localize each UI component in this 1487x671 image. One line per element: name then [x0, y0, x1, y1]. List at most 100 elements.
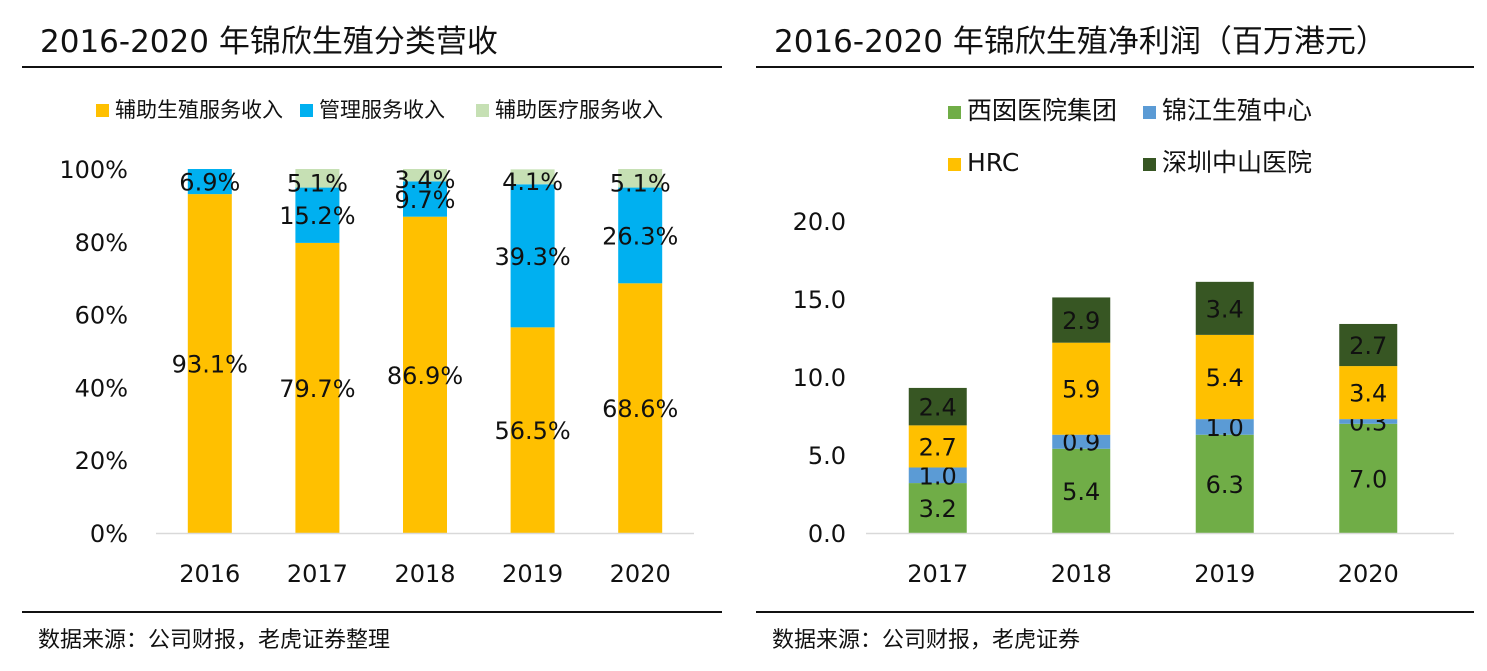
- y-tick-label: 20%: [75, 447, 128, 475]
- bar-segment: [908, 467, 967, 484]
- bar-segment: [187, 194, 232, 533]
- data-label: 56.5%: [494, 417, 570, 445]
- x-tick-label: 2017: [907, 560, 968, 588]
- data-label: 3.2: [919, 495, 957, 523]
- bar-segment: [295, 242, 340, 533]
- y-tick-label: 80%: [75, 229, 128, 257]
- bar-segment: [1195, 334, 1254, 420]
- bar-segment: [295, 187, 340, 243]
- y-tick-label: 20.0: [793, 208, 846, 236]
- y-tick-label: 60%: [75, 302, 128, 330]
- data-label: 79.7%: [279, 375, 355, 403]
- data-label: 2.4: [919, 394, 957, 422]
- data-label: 68.6%: [602, 395, 678, 423]
- data-label: 3.4: [1349, 380, 1387, 408]
- bar-segment: [618, 187, 663, 284]
- y-tick-label: 15.0: [793, 286, 846, 314]
- data-label: 5.4: [1206, 364, 1244, 392]
- legend-swatch: [476, 104, 489, 117]
- y-tick-label: 0.0: [808, 520, 846, 548]
- bar-segment: [1052, 297, 1111, 343]
- y-tick-label: 5.0: [808, 442, 846, 470]
- data-label: 26.3%: [602, 222, 678, 250]
- bar-segment: [1052, 448, 1111, 533]
- data-label: 93.1%: [172, 351, 248, 379]
- y-tick-label: 10.0: [793, 364, 846, 392]
- legend-entry: 管理服务收入: [319, 98, 445, 122]
- data-label: 7.0: [1349, 465, 1387, 493]
- legend-swatch: [948, 106, 961, 119]
- data-label: 9.7%: [395, 186, 456, 214]
- bar-segment: [1195, 434, 1254, 533]
- x-tick-label: 2018: [1051, 560, 1112, 588]
- right-footer-rule: [756, 611, 1474, 613]
- data-label: 2.9: [1062, 307, 1100, 335]
- data-label: 2.7: [1349, 332, 1387, 360]
- bar-segment: [510, 184, 555, 328]
- data-label: 5.9: [1062, 376, 1100, 404]
- data-label: 5.1%: [610, 169, 671, 197]
- legend-swatch: [1143, 106, 1156, 119]
- bar-segment: [618, 283, 663, 533]
- right-source-note: 数据来源：公司财报，老虎证券: [772, 628, 1081, 653]
- data-label: 3.4: [1206, 295, 1244, 323]
- left-footer-rule: [22, 611, 722, 613]
- bar-segment: [618, 169, 663, 188]
- data-label: 4.1%: [502, 168, 563, 196]
- bar-segment: [295, 169, 340, 188]
- bar-segment: [1339, 366, 1398, 420]
- left-chart-title: 2016-2020 年锦欣生殖分类营收: [40, 24, 498, 60]
- bar-segment: [1195, 419, 1254, 435]
- bar-segment: [510, 327, 555, 533]
- bar-segment: [908, 387, 967, 426]
- bar-segment: [1052, 342, 1111, 435]
- right-title-rule: [756, 66, 1474, 68]
- data-label: 86.9%: [387, 362, 463, 390]
- left-revenue-chart: 0% 20% 40% 60% 80% 100% 93.1% 6.9% 2016 79.7% 15.2…: [59, 98, 694, 588]
- data-label: 5.4: [1062, 478, 1100, 506]
- legend-entry: 锦江生殖中心: [1162, 96, 1312, 125]
- legend-swatch: [300, 104, 313, 117]
- bar-segment: [908, 425, 967, 468]
- bar-segment: [187, 169, 232, 195]
- bar-segment: [1339, 323, 1398, 367]
- data-label: 6.3: [1206, 471, 1244, 499]
- data-label: 5.1%: [287, 169, 348, 197]
- legend-entry: HRC: [967, 148, 1019, 177]
- x-tick-label: 2019: [1194, 560, 1255, 588]
- bar-segment: [1052, 434, 1111, 449]
- y-tick-label: 0%: [90, 520, 128, 548]
- x-tick-label: 2017: [287, 560, 348, 588]
- x-tick-label: 2016: [179, 560, 240, 588]
- right-chart-title: 2016-2020 年锦欣生殖净利润（百万港元）: [774, 24, 1387, 60]
- bar-segment: [908, 483, 967, 533]
- left-title-rule: [22, 66, 722, 68]
- data-label: 2.7: [919, 433, 957, 461]
- data-label: 6.9%: [179, 169, 240, 197]
- bar-segment: [403, 216, 447, 533]
- bar-segment: [1339, 423, 1398, 533]
- x-tick-label: 2020: [1338, 560, 1399, 588]
- x-tick-label: 2020: [610, 560, 671, 588]
- legend-swatch: [948, 158, 961, 171]
- bar-segment: [1195, 281, 1254, 335]
- left-chart-panel: 2016-2020 年锦欣生殖分类营收 0% 20% 40% 60% 80% 100% 93…: [22, 0, 722, 671]
- legend-swatch: [96, 104, 109, 117]
- bar-segment: [510, 169, 555, 185]
- data-label: 3.4%: [395, 166, 456, 194]
- bar-segment: [403, 181, 447, 217]
- y-tick-label: 40%: [75, 374, 128, 402]
- data-label: 15.2%: [279, 202, 355, 230]
- legend-swatch: [1143, 158, 1156, 171]
- x-tick-label: 2019: [502, 560, 563, 588]
- left-source-note: 数据来源：公司财报，老虎证券整理: [38, 628, 391, 653]
- x-tick-label: 2018: [394, 560, 455, 588]
- right-profit-chart: 0.05.010.015.020.03.21.02.72.420175.40.9…: [793, 96, 1454, 588]
- legend-entry: 深圳中山医院: [1162, 148, 1312, 177]
- bar-segment: [403, 169, 447, 182]
- right-chart-panel: 2016-2020 年锦欣生殖净利润（百万港元） 0.0 5.0 10.0 15.0 2…: [756, 0, 1474, 671]
- legend-entry: 辅助医疗服务收入: [495, 98, 663, 122]
- y-tick-label: 100%: [59, 156, 128, 184]
- legend-entry: 辅助生殖服务收入: [115, 98, 283, 122]
- data-label: 39.3%: [494, 243, 570, 271]
